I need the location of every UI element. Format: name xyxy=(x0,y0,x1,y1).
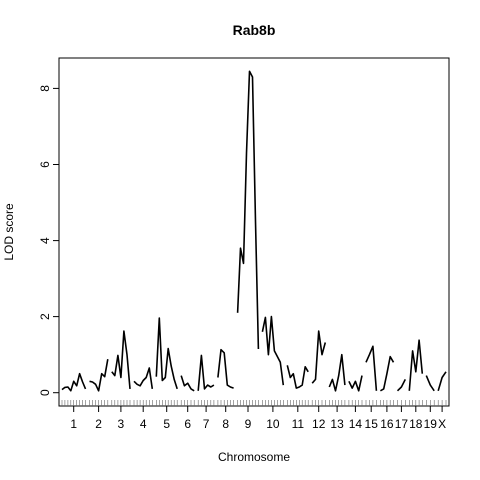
x-tick-label: 17 xyxy=(395,417,409,431)
x-axis: 1 2 3 4 5 6 7 8 9 10 11 12 13 14 15 16 17 18 19 X xyxy=(70,406,446,431)
x-tick-label: X xyxy=(438,417,446,431)
lod-curve-chr-18 xyxy=(409,340,422,391)
lod-curve-chr-2 xyxy=(90,359,108,391)
marker-rug xyxy=(62,400,446,406)
x-tick-label: 9 xyxy=(245,417,252,431)
y-tick-label: 2 xyxy=(38,313,52,320)
plot-frame xyxy=(59,58,449,406)
lod-curve-chr-1 xyxy=(62,374,86,391)
lod-curve-chr-6 xyxy=(181,376,194,391)
lod-curve-chr-3 xyxy=(112,331,130,389)
x-tick-label: 14 xyxy=(349,417,363,431)
x-tick-label: 18 xyxy=(409,417,423,431)
x-tick-label: 3 xyxy=(118,417,125,431)
lod-curve-chr-16 xyxy=(380,357,393,391)
y-tick-label: 8 xyxy=(38,85,52,92)
lod-curve-chr-10 xyxy=(262,317,283,386)
lod-curve-chr-14 xyxy=(349,376,362,391)
y-axis-label: LOD score xyxy=(2,203,16,261)
lod-curve-chr-15 xyxy=(366,346,376,391)
x-tick-label: 2 xyxy=(95,417,102,431)
lod-curve-chr-13 xyxy=(329,355,345,391)
lod-curves xyxy=(62,71,446,391)
lod-curve-chr-12 xyxy=(312,331,325,383)
x-tick-label: 1 xyxy=(70,417,77,431)
x-tick-label: 4 xyxy=(140,417,147,431)
lod-curve-chr-11 xyxy=(287,365,308,388)
lod-curve-chr-7 xyxy=(198,355,214,390)
x-tick-label: 5 xyxy=(163,417,170,431)
y-axis: 0 2 4 6 8 xyxy=(38,85,59,396)
x-tick-label: 16 xyxy=(380,417,394,431)
chart-title: Rab8b xyxy=(233,22,276,38)
lod-curve-chr-9 xyxy=(238,71,259,349)
x-tick-label: 13 xyxy=(330,417,344,431)
lod-curve-chr-19 xyxy=(426,376,434,391)
lod-curve-chr-17 xyxy=(398,379,406,390)
x-tick-label: 8 xyxy=(222,417,229,431)
x-tick-label: 19 xyxy=(424,417,438,431)
lod-curve-chr-8 xyxy=(218,350,234,388)
x-tick-label: 15 xyxy=(365,417,379,431)
x-tick-label: 11 xyxy=(292,417,305,431)
x-tick-label: 10 xyxy=(266,417,280,431)
y-tick-label: 6 xyxy=(38,161,52,168)
y-tick-label: 0 xyxy=(38,389,52,396)
lod-curve-chr-X xyxy=(438,372,446,391)
y-tick-label: 4 xyxy=(38,237,52,244)
x-axis-label: Chromosome xyxy=(218,450,290,464)
x-tick-label: 6 xyxy=(184,417,191,431)
x-tick-label: 7 xyxy=(203,417,210,431)
lod-curve-chr-4 xyxy=(134,368,152,389)
lod-curve-chr-5 xyxy=(156,318,177,389)
x-tick-label: 12 xyxy=(312,417,326,431)
